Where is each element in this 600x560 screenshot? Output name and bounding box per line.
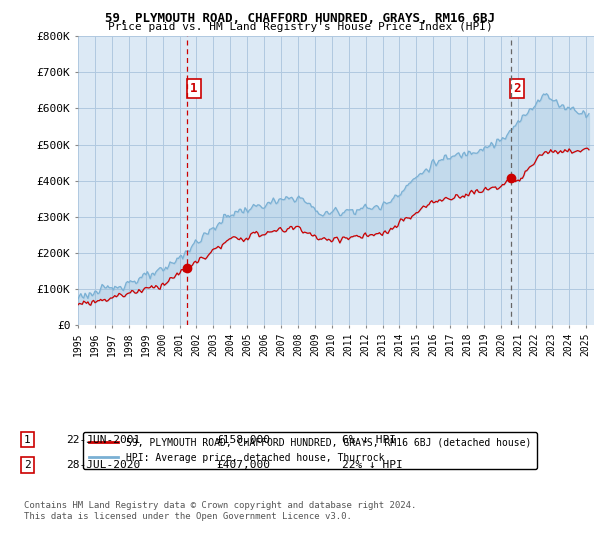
Text: 1: 1 xyxy=(24,435,31,445)
Text: 28-JUL-2020: 28-JUL-2020 xyxy=(66,460,140,470)
Text: 59, PLYMOUTH ROAD, CHAFFORD HUNDRED, GRAYS, RM16 6BJ: 59, PLYMOUTH ROAD, CHAFFORD HUNDRED, GRA… xyxy=(105,12,495,25)
Text: Contains HM Land Registry data © Crown copyright and database right 2024.
This d: Contains HM Land Registry data © Crown c… xyxy=(24,501,416,521)
Legend: 59, PLYMOUTH ROAD, CHAFFORD HUNDRED, GRAYS, RM16 6BJ (detached house), HPI: Aver: 59, PLYMOUTH ROAD, CHAFFORD HUNDRED, GRA… xyxy=(83,432,537,469)
Text: 22-JUN-2001: 22-JUN-2001 xyxy=(66,435,140,445)
Text: 6% ↓ HPI: 6% ↓ HPI xyxy=(342,435,396,445)
Text: 2: 2 xyxy=(513,82,521,95)
Text: 2: 2 xyxy=(24,460,31,470)
Text: 22% ↓ HPI: 22% ↓ HPI xyxy=(342,460,403,470)
Text: Price paid vs. HM Land Registry's House Price Index (HPI): Price paid vs. HM Land Registry's House … xyxy=(107,22,493,32)
Text: 1: 1 xyxy=(190,82,197,95)
Text: £407,000: £407,000 xyxy=(216,460,270,470)
Text: £158,000: £158,000 xyxy=(216,435,270,445)
